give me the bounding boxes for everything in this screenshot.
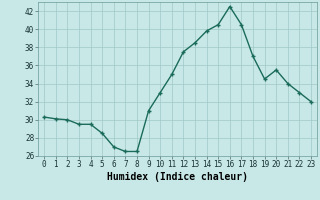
X-axis label: Humidex (Indice chaleur): Humidex (Indice chaleur): [107, 172, 248, 182]
